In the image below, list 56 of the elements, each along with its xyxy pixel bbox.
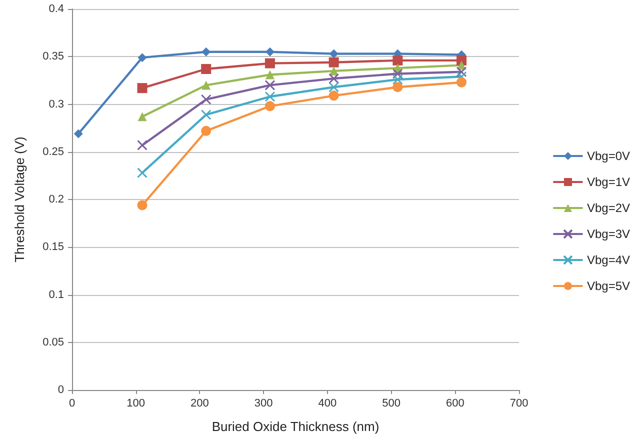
point [328,73,340,84]
point [201,126,212,136]
point [392,74,403,85]
point [456,66,467,78]
point [264,58,275,68]
point [328,90,339,101]
y-tick-label: 0.4 [48,3,64,15]
point [456,71,467,82]
legend-label: Vbg=1V [586,175,630,189]
point [200,109,212,120]
point [136,168,148,178]
point [392,68,403,80]
point [329,49,338,58]
y-axis-title: Threshold Voltage (V) [12,136,27,262]
y-tick-label: 0.15 [42,241,64,254]
x-tick-label: 600 [446,398,464,410]
y-tick-label: 0.25 [42,146,64,158]
y-tick-label: 0.35 [42,50,64,63]
x-tick-label: 300 [254,398,273,410]
x-tick-label: 0 [68,398,76,410]
y-tick-label: 0.3 [48,98,64,110]
y-tick-label: 0.2 [48,194,64,206]
point [328,57,339,68]
point [265,70,274,80]
legend-label: Vbg=2V [586,201,630,215]
point [200,94,212,105]
point [392,55,403,66]
point [264,80,276,90]
point [202,80,211,90]
x-tick-label: 500 [382,398,400,410]
legend-label: Vbg=3V [586,227,630,241]
point [138,53,147,62]
point [137,200,148,210]
legend-label: Vbg=0V [586,149,630,163]
x-tick-label: 100 [126,398,146,410]
legend-label: Vbg=5V [586,279,630,293]
x-axis-title: Buried Oxide Thickness (nm) [212,419,380,434]
y-tick-label: 0 [58,384,64,396]
point [456,77,467,88]
point [136,140,148,150]
point [328,82,340,92]
point [201,64,212,74]
point [264,101,275,112]
point [137,83,148,94]
x-tick-label: 200 [190,398,209,410]
y-tick-label: 0.05 [42,336,64,348]
y-tick-label: 0.1 [48,288,64,301]
x-tick-label: 700 [510,398,528,410]
point [264,91,276,102]
point [329,66,338,76]
legend-label: Vbg=4V [586,253,630,267]
point [392,82,403,92]
point [138,112,147,122]
point [202,47,211,56]
x-tick-label: 400 [318,398,337,410]
point [74,129,83,138]
